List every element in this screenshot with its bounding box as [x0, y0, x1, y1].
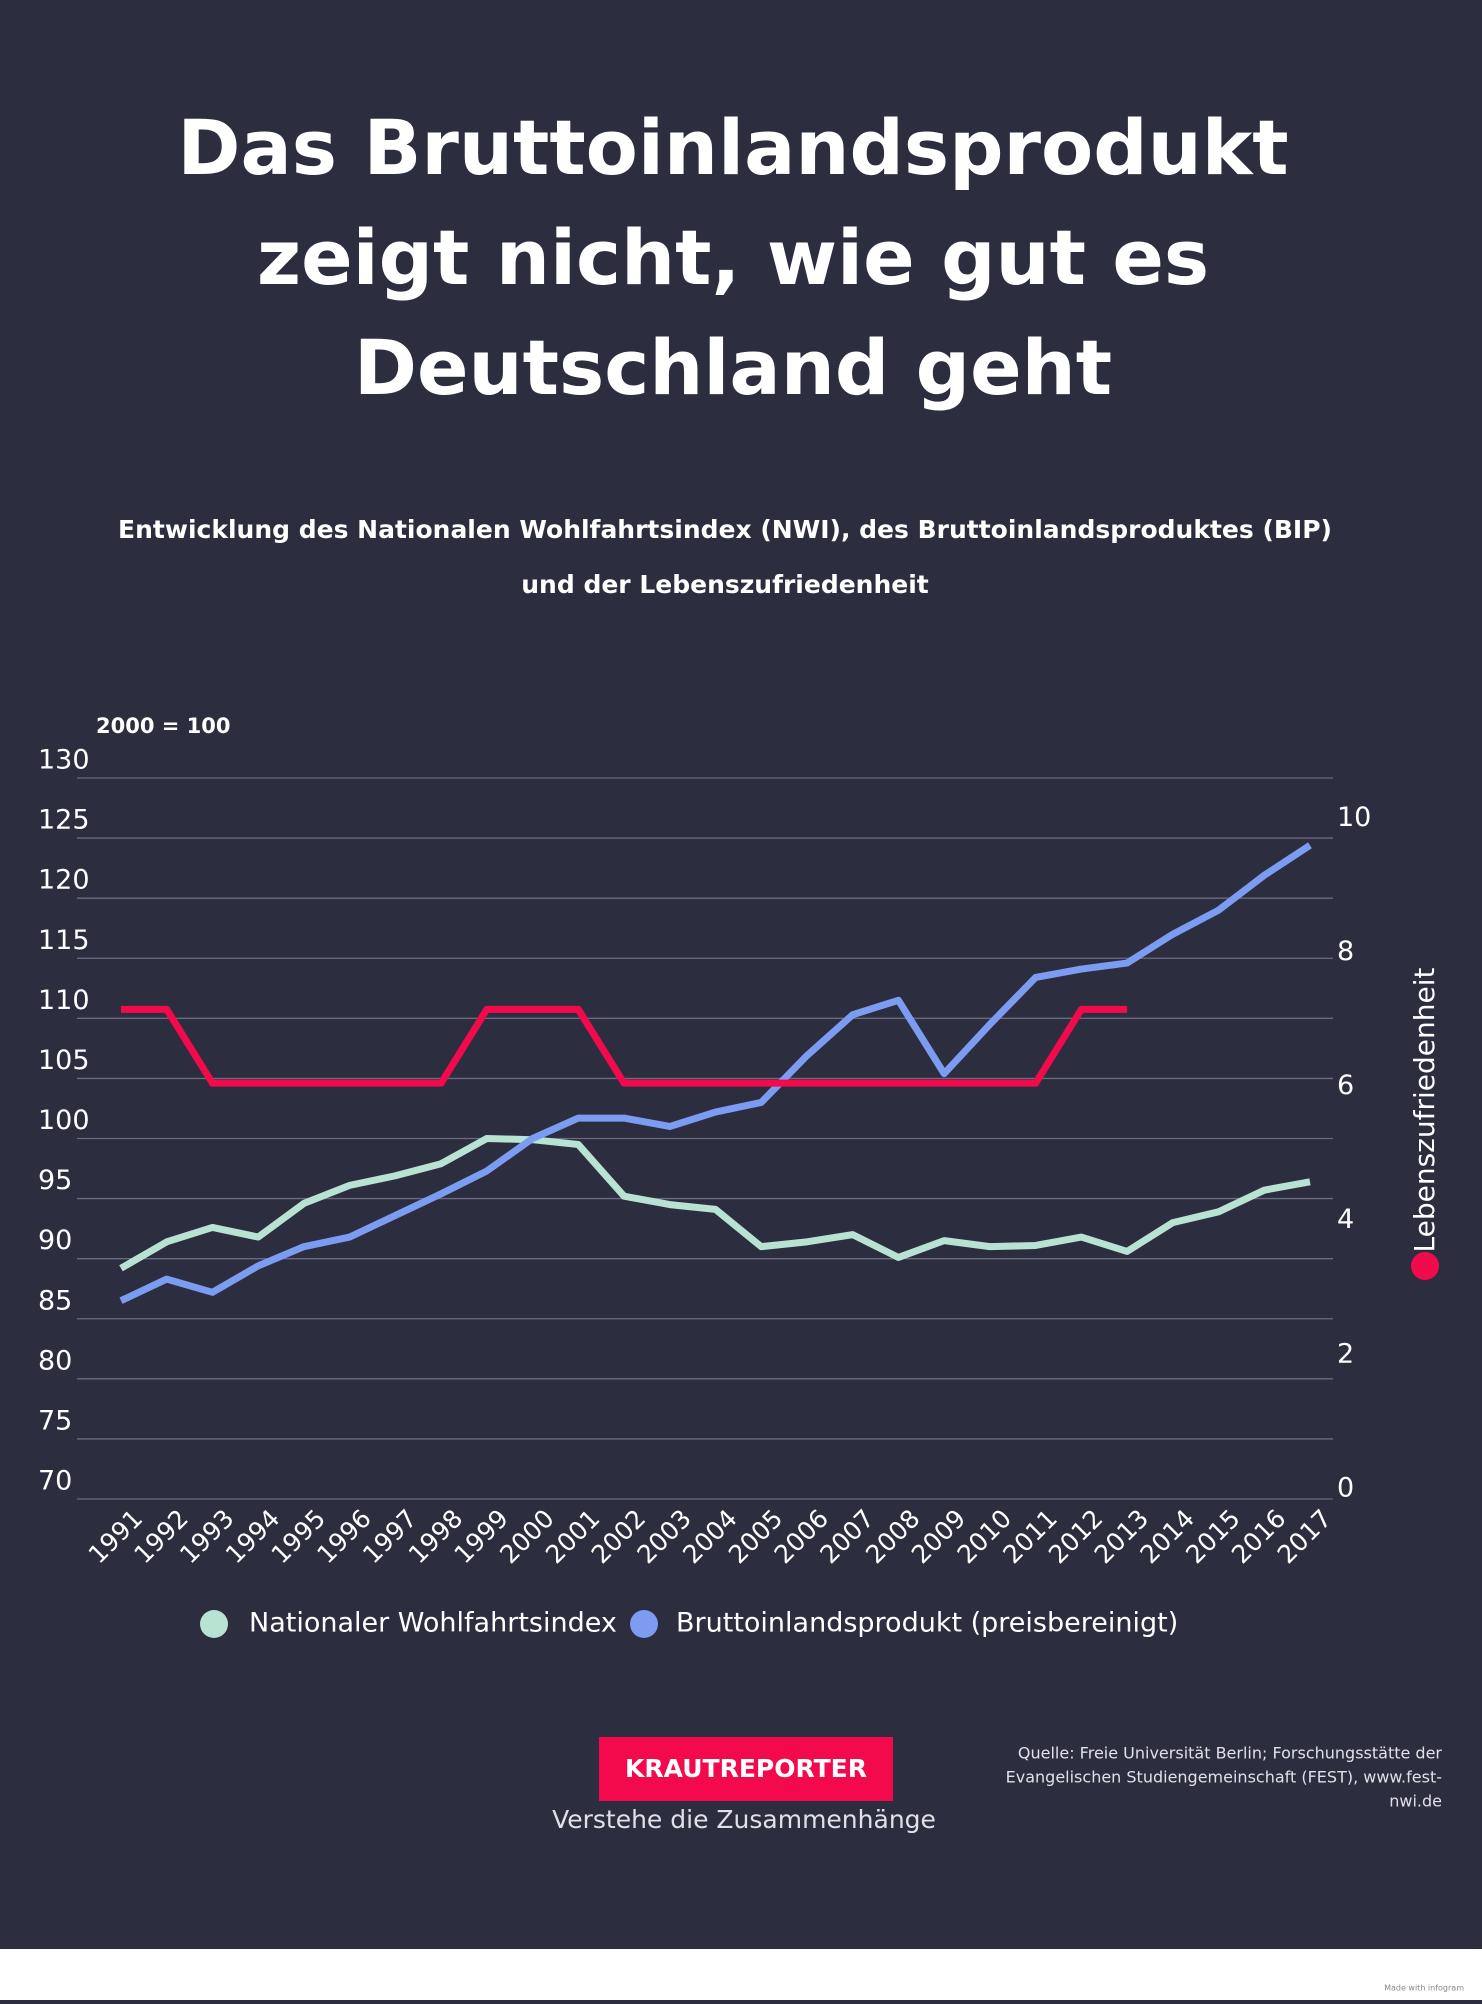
brand-box	[599, 1737, 893, 1801]
y2-tick-label: 8	[1337, 936, 1354, 967]
footer-band	[0, 1949, 1482, 2000]
series-line	[119, 842, 1312, 1304]
y-tick-label: 70	[38, 1466, 72, 1497]
y-tick-label: 110	[38, 985, 90, 1016]
legend-label: Bruttoinlandsprodukt (preisbereinigt)	[676, 1608, 1178, 1639]
series-line	[119, 1135, 1311, 1272]
y2-tick-label: 10	[1337, 802, 1371, 833]
source: Quelle: Freie Universität Berlin; Forsch…	[1018, 1744, 1443, 1763]
y-tick-label: 90	[38, 1225, 72, 1256]
chart-subtitle: Entwicklung des Nationalen Wohlfahrtsind…	[118, 515, 1332, 544]
legend-marker	[630, 1610, 658, 1638]
y2-axis-label: Lebenszufriedenheit	[1408, 968, 1441, 1253]
footer: Made with infogram	[1384, 1984, 1464, 1993]
legend-label: Nationaler Wohlfahrtsindex	[249, 1608, 617, 1639]
y-tick-label: 85	[38, 1285, 72, 1316]
tagline: Verstehe die Zusammenhänge	[552, 1805, 936, 1834]
y-tick-label: 125	[38, 805, 90, 836]
y-tick-label: 115	[38, 925, 90, 956]
y2-tick-label: 0	[1337, 1473, 1354, 1504]
y2-tick-label: 2	[1337, 1338, 1354, 1369]
y-tick-label: 105	[38, 1045, 90, 1076]
y-tick-label: 100	[38, 1105, 90, 1136]
chart-title: zeigt nicht, wie gut es	[257, 213, 1209, 302]
legend-marker	[200, 1610, 228, 1638]
y-tick-label: 75	[38, 1405, 72, 1436]
source: nwi.de	[1389, 1792, 1442, 1811]
y-tick-label: 95	[38, 1165, 72, 1196]
series-line	[121, 1005, 1128, 1087]
chart-title: Deutschland geht	[354, 323, 1112, 412]
y2-tick-label: 6	[1337, 1070, 1354, 1101]
background	[0, 0, 1482, 1949]
y2-tick-label: 4	[1337, 1204, 1354, 1235]
brand: KRAUTREPORTER	[625, 1754, 867, 1783]
y-tick-label: 120	[38, 865, 90, 896]
y-axis-label: 2000 = 100	[96, 714, 231, 738]
y-tick-label: 130	[38, 745, 90, 776]
chart-title: Das Bruttoinlandsprodukt	[177, 103, 1288, 192]
y-tick-label: 80	[38, 1345, 72, 1376]
chart-subtitle: und der Lebenszufriedenheit	[521, 570, 929, 599]
legend-marker	[1411, 1252, 1439, 1280]
source: Evangelischen Studiengemeinschaft (FEST)…	[1006, 1768, 1442, 1787]
